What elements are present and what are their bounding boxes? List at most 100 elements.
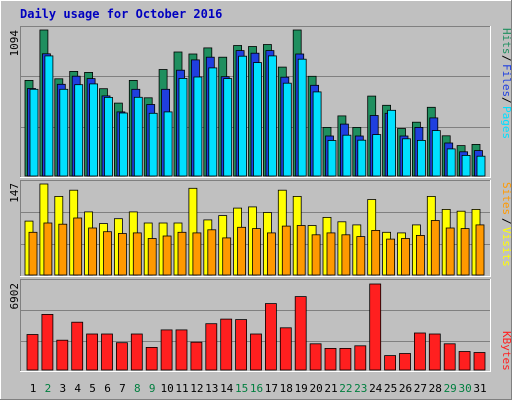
bar-kbytes-day-23	[354, 345, 367, 371]
day-label-26: 26	[399, 382, 412, 395]
legend-kbytes: KBytes	[500, 331, 512, 371]
bar-pages-day-21	[327, 140, 337, 177]
day-label-20: 20	[309, 382, 322, 395]
bar-sites-day-24	[371, 229, 381, 276]
bar-pages-day-28	[431, 130, 441, 177]
day-label-9: 9	[149, 382, 156, 395]
legend-visits: Visits	[500, 227, 512, 267]
panel-kbytes-bars	[26, 283, 486, 371]
bar-pages-day-31	[476, 155, 486, 177]
legend-files: Files	[500, 64, 512, 97]
day-label-12: 12	[190, 382, 203, 395]
bar-pages-day-12	[193, 76, 203, 177]
day-label-6: 6	[104, 382, 111, 395]
day-label-19: 19	[295, 382, 308, 395]
bar-kbytes-day-25	[384, 355, 397, 371]
bar-pages-day-20	[312, 91, 322, 177]
day-label-23: 23	[354, 382, 367, 395]
bar-sites-day-21	[326, 232, 336, 276]
bar-pages-day-5	[89, 83, 98, 177]
bar-kbytes-day-5	[86, 333, 98, 371]
panel-visits-legend: Sites / Visits	[500, 182, 512, 267]
bar-pages-day-7	[119, 112, 128, 177]
bar-kbytes-day-28	[428, 333, 441, 371]
bar-kbytes-day-7	[116, 342, 128, 371]
legend-sites: Sites	[500, 182, 512, 215]
bar-kbytes-day-18	[279, 327, 292, 371]
bar-sites-day-8	[132, 232, 142, 276]
day-label-1: 1	[30, 382, 37, 395]
bar-kbytes-day-4	[71, 321, 84, 371]
bar-sites-day-4	[73, 217, 83, 276]
day-label-29: 29	[444, 382, 457, 395]
bar-sites-day-6	[103, 231, 112, 276]
panel-hits-legend: Hits / Files / Pages	[500, 28, 512, 139]
bar-sites-day-18	[281, 225, 291, 276]
bar-pages-day-1	[29, 88, 39, 177]
bar-kbytes-day-16	[250, 333, 262, 371]
bar-kbytes-day-13	[205, 323, 218, 371]
bar-sites-day-10	[162, 235, 172, 276]
day-label-25: 25	[384, 382, 397, 395]
day-label-14: 14	[220, 382, 234, 395]
bar-kbytes-day-19	[294, 296, 307, 371]
day-label-30: 30	[458, 382, 471, 395]
bar-kbytes-day-12	[190, 341, 203, 371]
bar-sites-day-5	[88, 227, 97, 276]
panel-kbytes-ymax-label: 6902	[8, 283, 21, 310]
bar-sites-day-15	[237, 226, 247, 276]
bar-kbytes-day-8	[130, 333, 143, 371]
panel-hits-bars	[24, 29, 486, 177]
panel-visits-bars	[24, 183, 485, 276]
panel-hits-files-pages: 1094 Hits / Files / Pages	[8, 26, 512, 178]
bar-sites-day-30	[460, 228, 470, 276]
bar-kbytes-day-24	[369, 283, 382, 371]
bar-kbytes-day-1	[26, 334, 39, 371]
bar-pages-day-18	[282, 82, 292, 177]
bar-pages-day-25	[387, 109, 397, 177]
bar-sites-day-2	[43, 222, 53, 276]
bar-pages-day-26	[402, 138, 411, 177]
day-label-11: 11	[175, 382, 188, 395]
bar-kbytes-day-2	[41, 313, 54, 371]
bar-sites-day-28	[430, 220, 440, 276]
bar-kbytes-day-22	[339, 347, 352, 371]
bar-sites-day-31	[475, 224, 485, 276]
bar-sites-day-17	[266, 232, 276, 276]
legend-hits: Hits	[500, 28, 512, 55]
bar-sites-day-27	[415, 234, 425, 276]
bar-sites-day-12	[192, 232, 202, 276]
bar-sites-day-13	[207, 229, 217, 276]
bar-sites-day-23	[356, 236, 366, 276]
day-label-22: 22	[339, 382, 352, 395]
bar-pages-day-10	[163, 111, 173, 177]
bar-pages-day-13	[208, 67, 218, 177]
day-label-28: 28	[429, 382, 442, 395]
bar-sites-day-3	[58, 223, 68, 276]
bar-kbytes-day-26	[399, 353, 411, 371]
bar-pages-day-4	[74, 84, 84, 177]
bar-kbytes-day-14	[220, 318, 233, 371]
bar-pages-day-6	[104, 97, 113, 177]
day-label-15: 15	[235, 382, 248, 395]
legend-sep-1: /	[500, 55, 512, 62]
bar-sites-day-14	[222, 237, 232, 276]
day-label-5: 5	[89, 382, 96, 395]
bar-pages-day-8	[133, 96, 143, 177]
day-label-8: 8	[134, 382, 141, 395]
bar-pages-day-19	[297, 58, 307, 177]
bar-kbytes-day-10	[160, 329, 173, 371]
day-label-13: 13	[205, 382, 218, 395]
bar-sites-day-11	[177, 231, 187, 276]
bar-kbytes-day-31	[473, 352, 486, 371]
bar-pages-day-15	[238, 55, 248, 177]
day-label-27: 27	[414, 382, 427, 395]
bar-sites-day-19	[296, 225, 306, 276]
bar-pages-day-11	[178, 78, 188, 177]
legend-pages: Pages	[500, 106, 512, 139]
bar-sites-day-1	[28, 231, 38, 276]
day-label-18: 18	[280, 382, 293, 395]
bar-pages-day-17	[267, 55, 277, 177]
day-label-2: 2	[45, 382, 52, 395]
bar-pages-day-30	[461, 154, 471, 177]
